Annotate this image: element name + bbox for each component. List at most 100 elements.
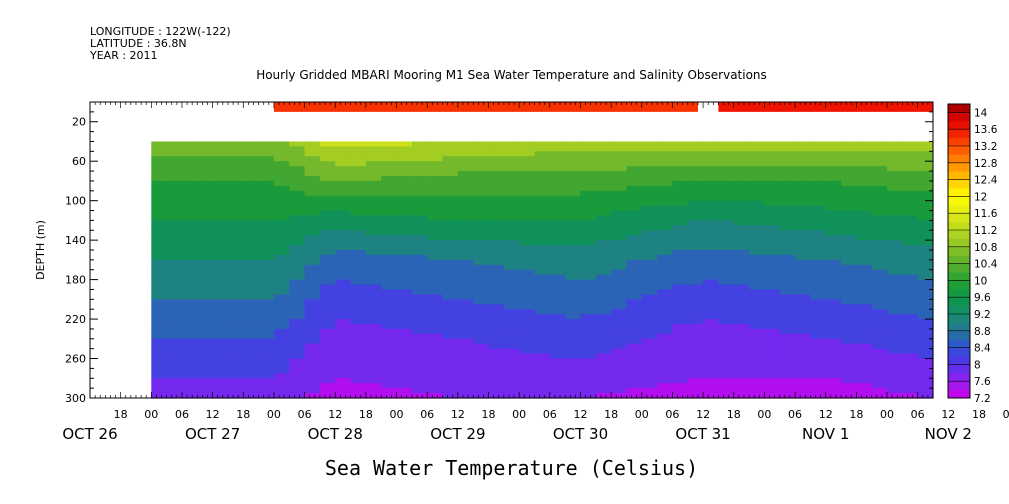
temperature-cell — [151, 373, 168, 379]
temperature-cell — [718, 230, 735, 236]
temperature-cell — [335, 245, 352, 251]
temperature-cell — [151, 245, 168, 251]
temperature-cell — [534, 180, 551, 187]
temperature-cell — [427, 151, 444, 157]
temperature-cell — [365, 245, 382, 251]
temperature-cell — [212, 314, 229, 320]
temperature-cell — [212, 328, 229, 335]
temperature-cell — [871, 269, 888, 276]
temperature-cell — [365, 348, 382, 355]
temperature-cell — [258, 294, 275, 300]
temperature-cell — [181, 319, 198, 325]
y-axis-title: DEPTH (m) — [34, 220, 47, 280]
temperature-cell — [151, 274, 168, 281]
temperature-cell — [319, 264, 336, 271]
temperature-cell — [212, 220, 229, 226]
temperature-cell — [841, 146, 857, 152]
temperature-cell — [779, 210, 796, 217]
temperature-cell — [427, 289, 444, 295]
temperature-cell — [442, 210, 459, 217]
temperature-cell — [580, 250, 597, 256]
temperature-cell — [779, 289, 796, 295]
temperature-cell — [580, 314, 597, 320]
temperature-cell — [442, 393, 459, 399]
temperature-cell — [687, 343, 704, 350]
temperature-cell — [825, 299, 842, 305]
temperature-cell — [672, 195, 689, 202]
temperature-cell — [764, 185, 781, 192]
temperature-cell — [703, 358, 720, 365]
temperature-cell — [503, 141, 520, 147]
colorbar-swatch — [948, 263, 970, 273]
temperature-cell — [779, 245, 796, 251]
temperature-cell — [243, 368, 260, 374]
temperature-cell — [258, 235, 275, 241]
x-tick-label: 06 — [420, 408, 434, 421]
temperature-cell — [641, 304, 658, 310]
temperature-cell — [902, 176, 919, 182]
temperature-cell — [411, 200, 428, 207]
temperature-cell — [841, 319, 857, 325]
temperature-cell — [442, 156, 459, 162]
temperature-cell — [304, 299, 321, 305]
temperature-cell — [733, 156, 750, 162]
temperature-cell — [227, 289, 244, 295]
temperature-cell — [212, 299, 229, 305]
temperature-cell — [519, 190, 536, 197]
temperature-cell — [243, 166, 260, 172]
temperature-cell — [427, 146, 444, 152]
temperature-cell — [258, 156, 275, 162]
temperature-cell — [396, 141, 413, 147]
temperature-cell — [197, 373, 214, 379]
temperature-cell — [733, 259, 750, 266]
temperature-cell — [626, 166, 643, 172]
temperature-cell — [825, 166, 842, 172]
temperature-cell — [273, 279, 290, 286]
temperature-cell — [871, 284, 888, 291]
temperature-cell — [810, 343, 827, 350]
temperature-cell — [657, 314, 674, 320]
temperature-cell — [519, 205, 536, 212]
temperature-cell — [764, 230, 781, 236]
temperature-cell — [258, 343, 275, 350]
temperature-cell — [488, 210, 505, 217]
temperature-cell — [672, 333, 689, 340]
temperature-cell — [549, 190, 566, 197]
temperature-cell — [258, 304, 275, 310]
temperature-cell — [212, 185, 229, 192]
temperature-cell — [151, 161, 168, 167]
colorbar-tick-label: 7.6 — [974, 376, 991, 388]
temperature-cell — [580, 195, 597, 202]
temperature-cell — [687, 309, 704, 315]
temperature-cell — [595, 259, 612, 266]
temperature-cell — [703, 195, 720, 202]
temperature-cell — [289, 235, 306, 241]
temperature-cell — [641, 210, 658, 217]
temperature-cell — [365, 205, 382, 212]
temperature-cell — [519, 328, 536, 335]
y-tick-label: 140 — [65, 234, 86, 247]
temperature-cell — [473, 230, 490, 236]
temperature-cell — [580, 319, 597, 325]
temperature-cell — [227, 279, 244, 286]
temperature-cell — [810, 333, 827, 340]
temperature-cell — [718, 294, 735, 300]
temperature-cell — [473, 180, 490, 187]
temperature-cell — [565, 146, 582, 152]
temperature-cell — [473, 210, 490, 217]
temperature-cell — [273, 378, 290, 384]
temperature-cell — [273, 180, 290, 187]
temperature-cell — [810, 180, 827, 187]
temperature-cell — [212, 161, 229, 167]
temperature-cell — [549, 240, 566, 246]
temperature-cell — [687, 171, 704, 177]
temperature-cell — [703, 353, 720, 360]
temperature-cell — [488, 185, 505, 192]
temperature-cell — [856, 274, 873, 281]
temperature-cell — [197, 161, 214, 167]
temperature-cell — [749, 185, 765, 192]
temperature-cell — [672, 304, 689, 310]
temperature-cell — [549, 161, 566, 167]
temperature-cell — [887, 358, 903, 365]
x-tick-label: 18 — [972, 408, 986, 421]
